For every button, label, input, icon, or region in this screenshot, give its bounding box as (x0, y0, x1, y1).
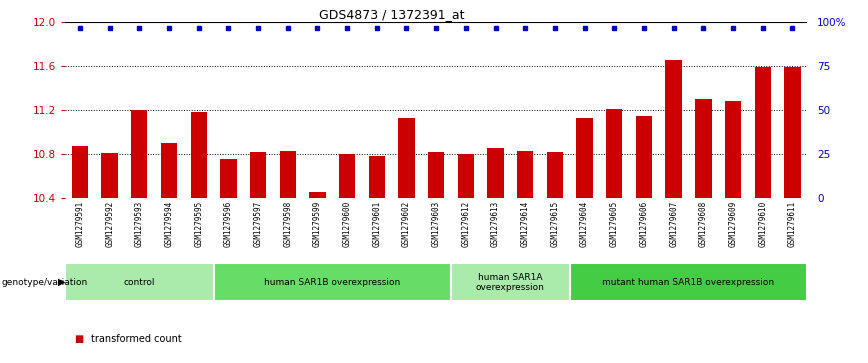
Bar (214, 263, 451, 301)
Text: GSM1279608: GSM1279608 (699, 200, 707, 246)
Text: GSM1279611: GSM1279611 (788, 200, 797, 246)
Bar (784, 67, 800, 198)
Text: GSM1279609: GSM1279609 (728, 200, 738, 246)
Bar (666, 60, 682, 198)
Bar (72, 146, 89, 198)
Bar (369, 156, 385, 198)
Title: GDS4873 / 1372391_at: GDS4873 / 1372391_at (319, 8, 464, 21)
Text: GSM1279604: GSM1279604 (580, 200, 589, 246)
Text: transformed count: transformed count (91, 334, 182, 344)
Text: GSM1279613: GSM1279613 (491, 200, 500, 246)
Text: GSM1279596: GSM1279596 (224, 200, 233, 246)
Bar (547, 152, 563, 198)
Text: GSM1279595: GSM1279595 (194, 200, 203, 246)
Bar (220, 159, 237, 198)
Text: GSM1279602: GSM1279602 (402, 200, 411, 246)
Bar (635, 117, 652, 198)
Text: mutant human SAR1B overexpression: mutant human SAR1B overexpression (602, 278, 774, 287)
Bar (131, 110, 148, 198)
Text: GSM1279599: GSM1279599 (313, 200, 322, 246)
Bar (339, 154, 355, 198)
Bar (457, 154, 474, 198)
Text: GSM1279610: GSM1279610 (759, 200, 767, 246)
Bar (428, 152, 444, 198)
Bar (695, 99, 712, 198)
Text: GSM1279600: GSM1279600 (343, 200, 352, 246)
Text: GSM1279603: GSM1279603 (431, 200, 441, 246)
Bar (250, 152, 266, 198)
Text: GSM1279597: GSM1279597 (253, 200, 262, 246)
Bar (569, 263, 807, 301)
Text: GSM1279592: GSM1279592 (105, 200, 114, 246)
Bar (576, 118, 593, 198)
Text: control: control (123, 278, 155, 287)
Text: GSM1279607: GSM1279607 (669, 200, 678, 246)
Text: GSM1279593: GSM1279593 (135, 200, 144, 246)
Text: GSM1279591: GSM1279591 (76, 200, 84, 246)
Text: GSM1279594: GSM1279594 (165, 200, 174, 246)
Text: GSM1279598: GSM1279598 (283, 200, 293, 246)
Text: GSM1279615: GSM1279615 (550, 200, 559, 246)
Bar (102, 153, 118, 198)
Text: GSM1279612: GSM1279612 (462, 200, 470, 246)
Bar (190, 112, 207, 198)
Text: GSM1279606: GSM1279606 (640, 200, 648, 246)
Bar (309, 192, 326, 198)
Text: ■: ■ (74, 334, 83, 344)
Text: ▶: ▶ (58, 277, 66, 287)
Text: human SAR1B overexpression: human SAR1B overexpression (264, 278, 400, 287)
Bar (754, 67, 771, 198)
Bar (65, 263, 214, 301)
Text: GSM1279601: GSM1279601 (372, 200, 381, 246)
Bar (279, 151, 296, 198)
Bar (451, 263, 569, 301)
Text: GSM1279614: GSM1279614 (521, 200, 529, 246)
Text: human SAR1A
overexpression: human SAR1A overexpression (476, 273, 545, 292)
Bar (725, 101, 741, 198)
Bar (487, 148, 503, 198)
Bar (398, 118, 415, 198)
Text: genotype/variation: genotype/variation (2, 278, 88, 287)
Text: GSM1279605: GSM1279605 (610, 200, 619, 246)
Bar (517, 151, 534, 198)
Bar (606, 109, 622, 198)
Bar (161, 143, 177, 198)
